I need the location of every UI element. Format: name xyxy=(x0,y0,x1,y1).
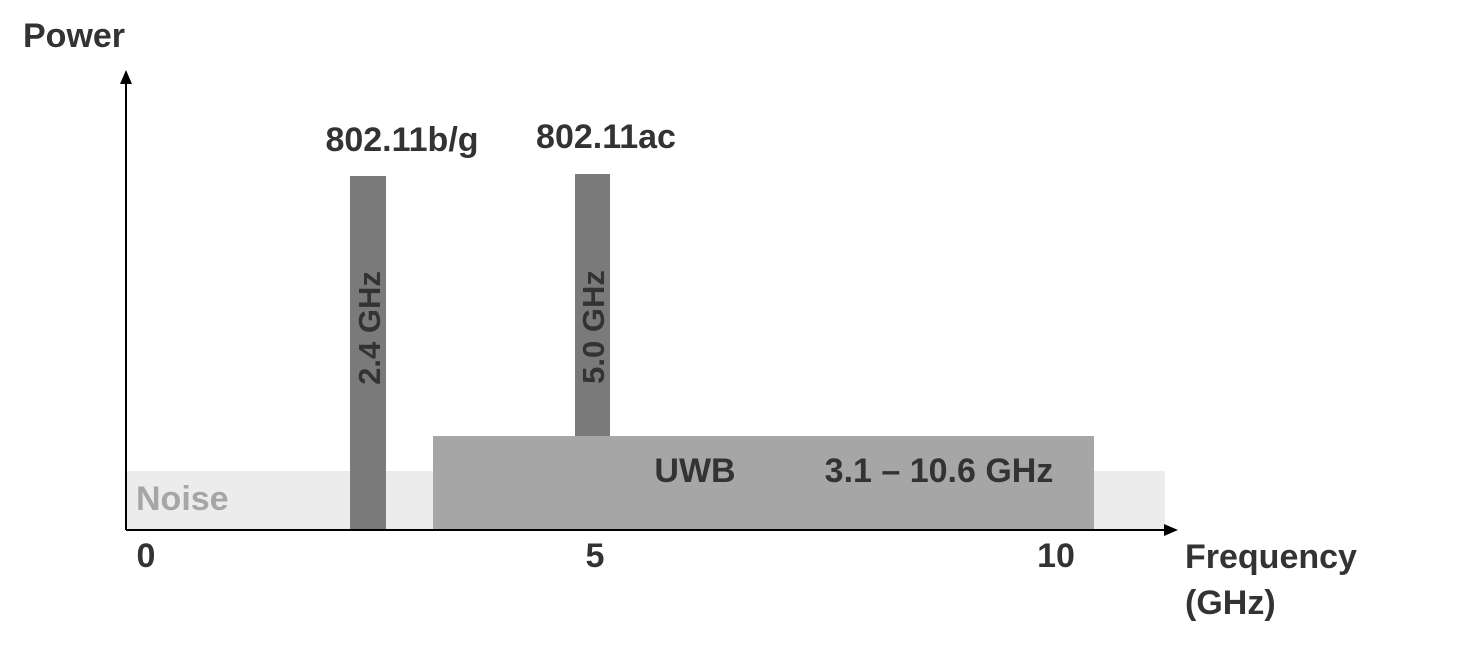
band-50ghz-name: 802.11ac xyxy=(536,118,676,156)
band-50ghz-bar xyxy=(575,174,610,436)
band-50ghz-freq-label: 5.0 GHz xyxy=(576,270,611,384)
x-tick-label: 0 xyxy=(137,537,156,575)
y-axis-arrow xyxy=(120,70,132,84)
uwb-name: UWB xyxy=(654,452,735,490)
y-axis-label: Power xyxy=(23,17,125,55)
x-tick-label: 10 xyxy=(1037,537,1075,575)
band-24ghz-name: 802.11b/g xyxy=(325,121,478,159)
x-axis-arrow xyxy=(1164,524,1178,536)
uwb-band xyxy=(433,436,1094,530)
x-tick-label: 5 xyxy=(586,537,605,575)
x-axis-label-line2: (GHz) xyxy=(1185,584,1276,622)
noise-label: Noise xyxy=(136,480,229,518)
uwb-range: 3.1 – 10.6 GHz xyxy=(825,452,1054,490)
band-24ghz-bar xyxy=(350,176,386,530)
x-axis-label-line1: Frequency xyxy=(1185,538,1357,576)
band-24ghz-freq-label: 2.4 GHz xyxy=(352,271,387,385)
